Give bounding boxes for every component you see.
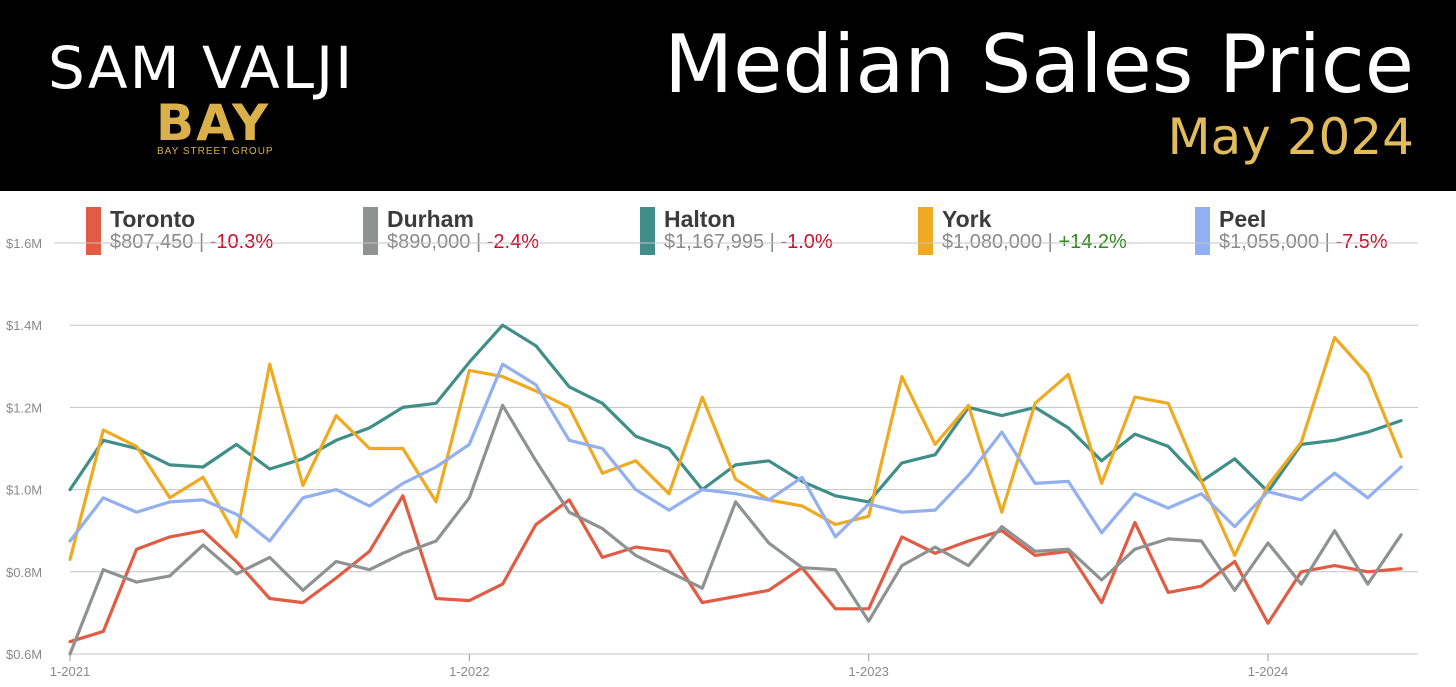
legend-price: $807,450 [110, 231, 194, 253]
x-tick-label: 1-2023 [848, 664, 888, 679]
legend-separator: | [1324, 231, 1330, 253]
legend-separator: | [198, 231, 205, 253]
series-line-halton [68, 323, 1403, 504]
chart-series [68, 323, 1403, 656]
legend-name: Toronto [110, 206, 196, 232]
y-tick-label: $1.4M [6, 318, 42, 333]
brand-subtitle: BAY STREET GROUP [157, 146, 274, 157]
legend-price: $1,055,000 [1219, 231, 1320, 253]
x-tick-label: 1-2022 [449, 664, 489, 679]
legend-change: -1.0% [780, 231, 833, 253]
legend-detail: $1,167,995 | -1.0% [664, 231, 833, 254]
legend-change: -10.3% [209, 231, 274, 253]
legend-name: Halton [664, 206, 736, 232]
line-chart: $0.6M$0.8M$1.0M$1.2M$1.4M$1.6M 1-2021 1-2… [6, 236, 1418, 679]
legend-name: York [942, 206, 992, 232]
page-subtitle: May 2024 [1167, 108, 1414, 166]
x-tick-label: 1-2024 [1248, 664, 1288, 679]
legend-change: -7.5% [1335, 231, 1388, 253]
legend-separator: | [475, 231, 482, 253]
legend-name: Peel [1219, 206, 1267, 232]
brand-name: SAM VALJI [48, 34, 355, 102]
chart-grid: $0.6M $0.8M $1.0M $1.2M $1.4M $1.6M [6, 236, 1418, 662]
legend-price: $890,000 [387, 231, 471, 253]
legend-detail: $890,000 | -2.4% [387, 231, 539, 254]
brand-logo-mark: BAY [156, 94, 271, 152]
legend-detail: $807,450 | -10.3% [110, 231, 273, 254]
page-title: Median Sales Price [664, 18, 1414, 111]
legend-detail: $1,055,000 | -7.5% [1219, 231, 1388, 254]
y-tick-label: $1.2M [6, 400, 42, 415]
series-line-peel [68, 362, 1403, 543]
x-axis: 1-2021 1-2022 1-2023 1-2024 [50, 654, 1288, 679]
legend-name: Durham [387, 206, 474, 232]
series-line-durham [68, 403, 1403, 656]
series-line-toronto [68, 494, 1403, 644]
y-tick-label: $0.6M [6, 647, 42, 662]
legend-separator: | [1047, 231, 1053, 253]
header-banner: SAM VALJI BAY BAY STREET GROUP Median Sa… [0, 0, 1456, 191]
legend-change: -2.4% [486, 231, 539, 253]
y-tick-label: $0.8M [6, 565, 42, 580]
y-tick-label: $1.6M [6, 236, 42, 251]
x-tick-label: 1-2021 [50, 664, 90, 679]
legend-price: $1,080,000 [942, 231, 1043, 253]
legend-change: +14.2% [1058, 231, 1127, 253]
y-tick-label: $1.0M [6, 483, 42, 498]
legend-detail: $1,080,000 | +14.2% [942, 231, 1127, 254]
legend-separator: | [769, 231, 775, 253]
legend-price: $1,167,995 [664, 231, 765, 253]
series-line-york [68, 335, 1403, 562]
